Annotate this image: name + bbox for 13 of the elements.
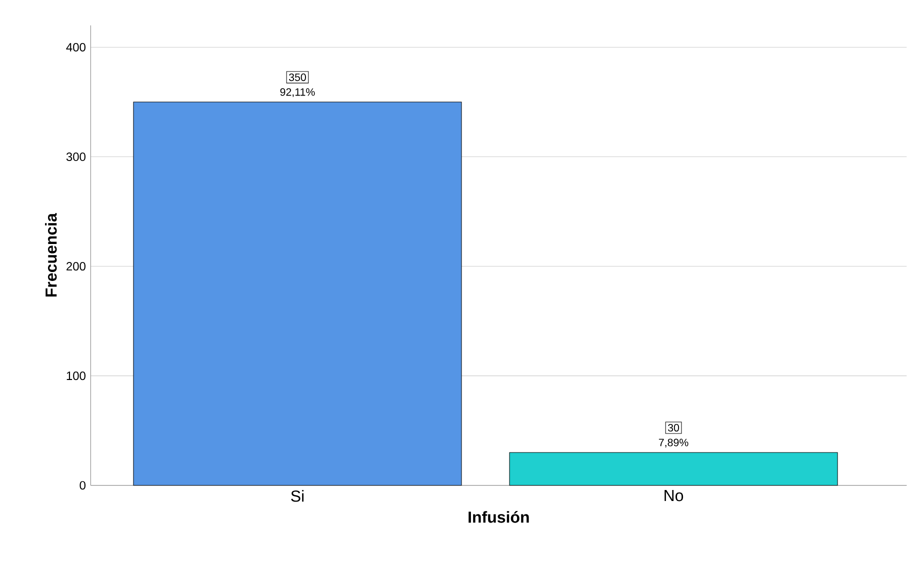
x-tick-label: Si — [291, 490, 304, 502]
y-tick-label: 300 — [66, 152, 86, 162]
x-tick-label: No — [664, 490, 684, 502]
y-tick-label: 0 — [80, 481, 86, 490]
y-axis-title: Frecuencia — [45, 213, 57, 297]
y-tick-label: 200 — [66, 262, 86, 271]
x-axis-title: Infusión — [468, 510, 529, 523]
annotation: 92,11% — [280, 88, 315, 98]
y-tick-label: 100 — [66, 372, 86, 380]
y-tick-label: 400 — [66, 42, 86, 52]
data-label: 30 — [668, 424, 680, 432]
data-label: 350 — [288, 74, 306, 82]
annotation: 7,89% — [658, 438, 688, 448]
